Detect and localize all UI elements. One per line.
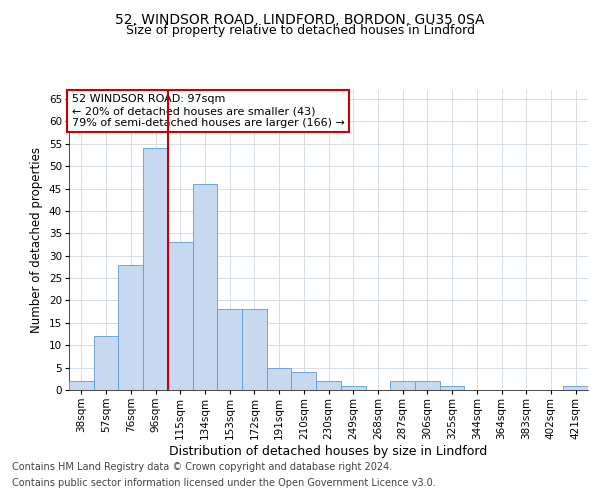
Bar [341, 386, 365, 390]
Bar [143, 148, 168, 390]
Bar [316, 381, 341, 390]
Bar [440, 386, 464, 390]
Bar [69, 381, 94, 390]
X-axis label: Distribution of detached houses by size in Lindford: Distribution of detached houses by size … [169, 444, 488, 458]
Bar [217, 310, 242, 390]
Bar [118, 264, 143, 390]
Text: 52 WINDSOR ROAD: 97sqm
← 20% of detached houses are smaller (43)
79% of semi-det: 52 WINDSOR ROAD: 97sqm ← 20% of detached… [71, 94, 344, 128]
Bar [563, 386, 588, 390]
Text: 52, WINDSOR ROAD, LINDFORD, BORDON, GU35 0SA: 52, WINDSOR ROAD, LINDFORD, BORDON, GU35… [115, 12, 485, 26]
Bar [168, 242, 193, 390]
Bar [267, 368, 292, 390]
Bar [390, 381, 415, 390]
Text: Contains public sector information licensed under the Open Government Licence v3: Contains public sector information licen… [12, 478, 436, 488]
Text: Size of property relative to detached houses in Lindford: Size of property relative to detached ho… [125, 24, 475, 37]
Bar [193, 184, 217, 390]
Bar [415, 381, 440, 390]
Bar [292, 372, 316, 390]
Y-axis label: Number of detached properties: Number of detached properties [30, 147, 43, 333]
Bar [242, 310, 267, 390]
Text: Contains HM Land Registry data © Crown copyright and database right 2024.: Contains HM Land Registry data © Crown c… [12, 462, 392, 472]
Bar [94, 336, 118, 390]
